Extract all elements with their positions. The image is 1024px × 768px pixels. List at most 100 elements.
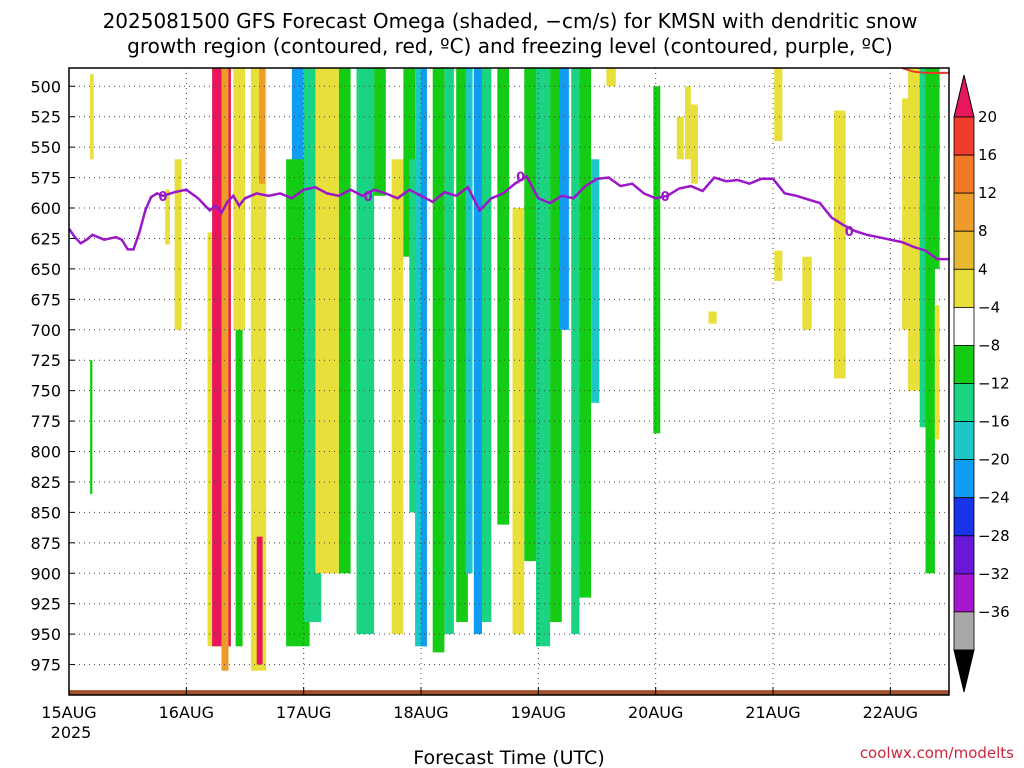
y-tick-label: 700 xyxy=(30,321,61,340)
chart-title-line-1: 2025081500 GFS Forecast Omega (shaded, −… xyxy=(103,9,918,33)
omega-shade-band xyxy=(415,68,427,647)
chart-title-line-2: growth region (contoured, red, ºC) and f… xyxy=(127,34,893,58)
y-tick-label: 850 xyxy=(30,503,61,522)
y-tick-label: 750 xyxy=(30,382,61,401)
omega-shade-band xyxy=(571,68,580,635)
x-axis-label: Forecast Time (UTC) xyxy=(413,747,604,768)
contour-label: 0 xyxy=(661,190,670,205)
colorbar-label: −4 xyxy=(978,298,1000,316)
omega-shade-band xyxy=(653,86,661,434)
omega-shade-band xyxy=(834,110,846,379)
omega-shade-band xyxy=(802,256,812,330)
omega-shade-band xyxy=(579,68,592,598)
colorbar-label: −36 xyxy=(978,603,1010,621)
y-tick-label: 950 xyxy=(30,625,61,644)
omega-shade-band xyxy=(465,68,473,574)
omega-shading xyxy=(90,68,940,671)
omega-shade-band xyxy=(676,116,684,160)
x-year-label: 2025 xyxy=(51,723,92,742)
omega-shade-band xyxy=(473,68,482,635)
y-tick-label: 650 xyxy=(30,260,61,279)
omega-shade-band xyxy=(259,68,265,184)
omega-shade-band xyxy=(497,68,509,525)
omega-shade-band xyxy=(90,360,93,495)
colorbar-label: 16 xyxy=(978,146,997,164)
omega-shade-band xyxy=(356,68,375,635)
colorbar-label: −8 xyxy=(978,336,1000,354)
omega-shade-band xyxy=(374,68,386,196)
credit-label: coolwx.com/modelts xyxy=(860,744,1014,762)
colorbar-label: 20 xyxy=(978,108,997,126)
colorbar-label: 8 xyxy=(978,222,988,240)
colorbar-label: −16 xyxy=(978,413,1010,431)
omega-shade-band xyxy=(174,159,182,330)
y-tick-label: 925 xyxy=(30,595,61,614)
y-tick-label: 725 xyxy=(30,351,61,370)
y-tick-label: 625 xyxy=(30,229,61,248)
y-tick-label: 900 xyxy=(30,564,61,583)
omega-shade-band xyxy=(774,68,783,141)
colorbar-block xyxy=(953,344,975,384)
contours: 0 0 0 0 0 xyxy=(67,67,949,261)
omega-shade-band xyxy=(421,68,427,647)
omega-shade-band xyxy=(165,189,170,245)
colorbar-block xyxy=(953,497,975,537)
contour-label: 0 xyxy=(845,225,854,240)
omega-shade-band xyxy=(934,305,940,440)
x-axis-ticks: 15AUG 16AUG 17AUG 18AUG 19AUG 20AUG 21AUG 22AUG xyxy=(41,687,918,722)
grid-lines xyxy=(69,68,949,695)
colorbar-block xyxy=(953,230,975,270)
omega-shade-band xyxy=(256,536,263,665)
contour-label: 0 xyxy=(158,190,167,205)
x-tick-label: 18AUG xyxy=(393,703,448,722)
contour-label: 0 xyxy=(364,190,373,205)
omega-shade-band xyxy=(482,68,492,622)
omega-shade-band xyxy=(221,68,229,671)
omega-shade-band xyxy=(685,86,691,160)
omega-shade-band xyxy=(690,104,698,184)
colorbar-block xyxy=(953,116,975,156)
omega-shade-band xyxy=(235,329,243,647)
omega-shade-band xyxy=(591,159,600,403)
x-tick-label: 21AUG xyxy=(745,703,800,722)
colorbar-block xyxy=(953,421,975,461)
colorbar-label: −20 xyxy=(978,451,1010,469)
omega-shade-band xyxy=(931,68,940,269)
x-tick-label: 20AUG xyxy=(628,703,683,722)
colorbar-block xyxy=(953,611,975,651)
colorbar-block xyxy=(953,268,975,308)
colorbar-block xyxy=(953,192,975,232)
omega-shade-band xyxy=(925,68,935,574)
contour-label: 0 xyxy=(516,170,525,185)
colorbar-block xyxy=(953,306,975,346)
omega-shade-band xyxy=(536,68,551,647)
dgz-contour xyxy=(901,67,949,74)
y-tick-label: 600 xyxy=(30,199,61,218)
omega-shade-band xyxy=(444,68,454,635)
colorbar-top-triangle xyxy=(953,74,975,118)
colorbar: 20 16 12 8 4 −4 −8 −12 −16 −20 −24 −28 −32 −36 xyxy=(953,74,1010,693)
x-tick-label: 19AUG xyxy=(511,703,566,722)
y-tick-label: 525 xyxy=(30,108,61,127)
y-tick-label: 975 xyxy=(30,656,61,675)
ground-layer xyxy=(69,690,949,695)
colorbar-label: −28 xyxy=(978,527,1010,545)
colorbar-bottom-triangle xyxy=(953,649,975,693)
omega-shade-band xyxy=(315,68,339,574)
x-tick-label: 17AUG xyxy=(276,703,331,722)
x-tick-label: 16AUG xyxy=(159,703,214,722)
y-tick-label: 800 xyxy=(30,443,61,462)
freezing-level-contour xyxy=(67,174,949,261)
omega-shade-band xyxy=(403,68,416,257)
omega-shade-band xyxy=(708,311,717,324)
colorbar-label: −24 xyxy=(978,489,1010,507)
omega-shade-band xyxy=(512,208,525,635)
y-tick-label: 575 xyxy=(30,169,61,188)
colorbar-label: −32 xyxy=(978,565,1010,583)
omega-shade-band xyxy=(432,68,445,653)
omega-shade-band xyxy=(90,74,94,160)
omega-shade-band xyxy=(233,68,245,330)
colorbar-block xyxy=(953,535,975,575)
